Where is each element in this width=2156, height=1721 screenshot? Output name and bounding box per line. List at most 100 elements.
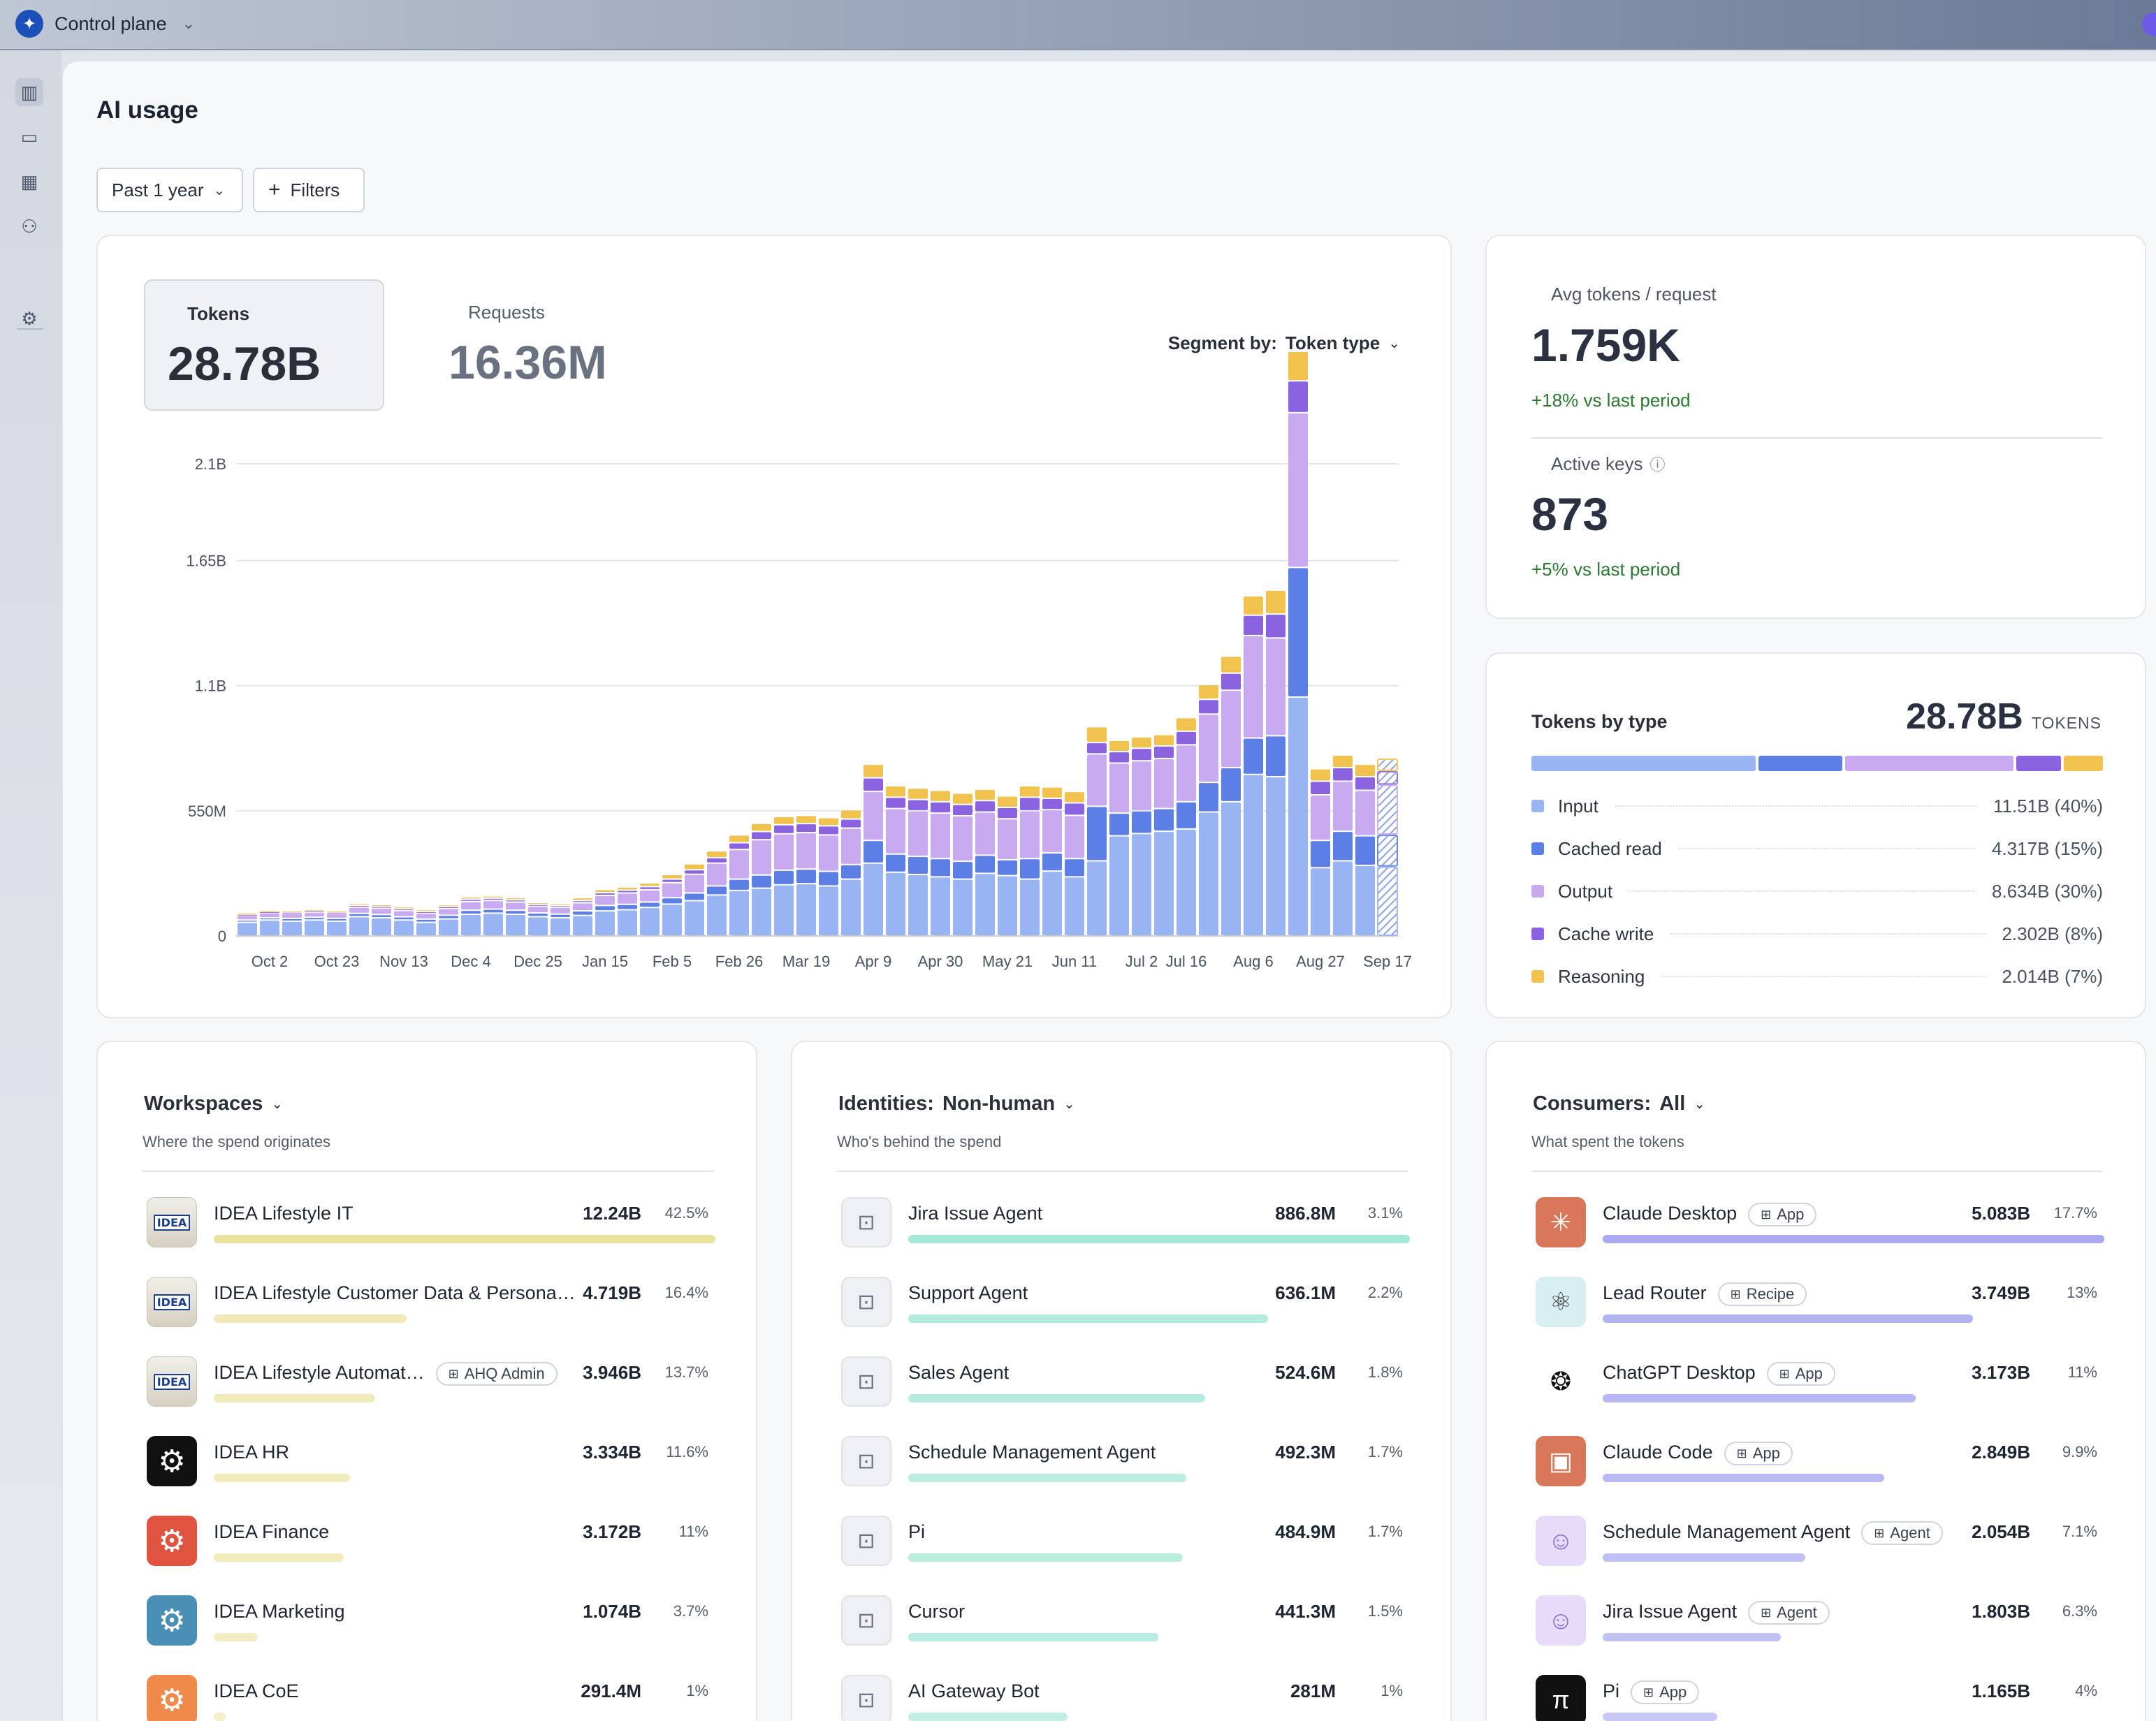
bar-segment-cache-write — [1311, 782, 1330, 795]
chevron-down-icon: ⌄ — [1694, 1097, 1706, 1112]
consumer-row[interactable]: π Pi ⊞ App 1.165B 4% — [1531, 1675, 2103, 1721]
legend-row: Cached read 4.317B (15%) — [1531, 835, 2103, 863]
consumer-share-bar — [1603, 1633, 1781, 1641]
consumer-percent: 11% — [2067, 1363, 2097, 1381]
date-range-select[interactable]: Past 1 year ⌄ — [96, 168, 243, 212]
y-tick-label: 550M — [188, 803, 226, 820]
bar-segment-cache-write — [506, 900, 525, 902]
bar-segment-reasoning — [506, 898, 525, 900]
gear-icon: ⚙ — [147, 1595, 197, 1646]
consumer-row[interactable]: ⚛ Lead Router ⊞ Recipe 3.749B 13% — [1531, 1277, 2103, 1347]
workspace-row[interactable]: ⚙ IDEA CoE 291.4M 1% — [143, 1675, 714, 1721]
consumers-header[interactable]: Consumers: All ⌄ — [1533, 1092, 1705, 1115]
workspaces-header[interactable]: Workspaces ⌄ — [144, 1092, 283, 1115]
bar-segment-input — [1333, 861, 1353, 935]
workspace-row[interactable]: IDEA IDEA Lifestyle Customer Data & Perso… — [143, 1277, 714, 1347]
workspace-name: IDEA Lifestyle Automat… ⊞ AHQ Admin — [214, 1362, 558, 1386]
bar-segment-output — [327, 914, 347, 918]
bot-icon: ⊡ — [841, 1277, 891, 1327]
identity-row[interactable]: ⊡ Cursor 441.3M 1.5% — [837, 1595, 1408, 1665]
book-icon[interactable]: ▭ — [20, 126, 38, 147]
bar-segment-cache-write — [1065, 803, 1084, 815]
legend-name: Input — [1558, 795, 1598, 816]
bar-segment-reasoning — [886, 786, 905, 797]
info-icon[interactable]: ⓘ — [1649, 456, 1666, 474]
type-badge-label: Agent — [1890, 1524, 1930, 1541]
consumer-row[interactable]: ☺ Jira Issue Agent ⊞ Agent 1.803B 6.3% — [1531, 1595, 2103, 1665]
workspace-share-bar — [214, 1553, 344, 1562]
analytics-icon[interactable]: ▥ — [15, 78, 43, 106]
identity-row[interactable]: ⊡ Schedule Management Agent 492.3M 1.7% — [837, 1436, 1408, 1506]
x-tick-label: Jul 16 — [1166, 953, 1207, 970]
tokens-metric-tab[interactable]: Tokens 28.78B — [144, 279, 384, 411]
bar-segment-input — [1221, 802, 1241, 935]
consumer-row[interactable]: ☺ Schedule Management Agent ⊞ Agent 2.054B 7.… — [1531, 1516, 2103, 1585]
workspace-row[interactable]: ⚙ IDEA Finance 3.172B 11% — [143, 1516, 714, 1585]
legend-swatch — [1531, 885, 1544, 898]
workspace-row[interactable]: IDEA IDEA Lifestyle Automat… ⊞ AHQ Admin 3.9… — [143, 1356, 714, 1426]
claude-icon: ✳ — [1536, 1197, 1586, 1247]
bar-segment-cached-read — [595, 906, 615, 911]
workspace-share-bar — [214, 1235, 715, 1243]
consumer-row[interactable]: ▣ Claude Code ⊞ App 2.849B 9.9% — [1531, 1436, 2103, 1506]
identity-share-bar — [908, 1235, 1410, 1243]
bar-segment-cached-read — [551, 914, 570, 917]
workspace-row[interactable]: ⚙ IDEA HR 3.334B 11.6% — [143, 1436, 714, 1506]
y-tick-label: 2.1B — [195, 455, 226, 473]
bar-segment-input — [260, 921, 279, 935]
bar-segment-cached-read — [685, 893, 704, 900]
workspace-row[interactable]: ⚙ IDEA Marketing 1.074B 3.7% — [143, 1595, 714, 1665]
user-avatar[interactable] — [2142, 13, 2156, 36]
bar-segment-output — [282, 914, 302, 918]
bar-segment-cache-write — [1042, 798, 1062, 810]
settings-gear-icon[interactable]: ⚙ — [21, 307, 38, 329]
identity-percent: 2.2% — [1367, 1284, 1403, 1301]
identity-row[interactable]: ⊡ AI Gateway Bot 281M 1% — [837, 1675, 1408, 1721]
requests-metric-tab[interactable]: Requests 16.36M — [426, 279, 667, 411]
workspace-row[interactable]: IDEA IDEA Lifestyle IT 12.24B 42.5% — [143, 1197, 715, 1267]
type-badge: ⊞ Agent — [1748, 1601, 1830, 1625]
consumer-name: Pi ⊞ App — [1603, 1680, 1700, 1704]
bar-segment-cached-read — [461, 911, 481, 914]
bar-segment-reasoning — [707, 851, 727, 857]
bar-segment-output — [886, 809, 905, 854]
consumer-name: ChatGPT Desktop ⊞ App — [1603, 1362, 1835, 1386]
workspace-percent: 3.7% — [673, 1602, 708, 1620]
workspace-value: 12.24B — [583, 1203, 641, 1224]
apps-grid-icon[interactable]: ▦ — [20, 170, 38, 192]
consumers-subtitle: What spent the tokens — [1531, 1133, 1684, 1150]
bar-segment-cached-read — [1042, 854, 1062, 871]
bar-segment-output — [1355, 791, 1375, 835]
bar-segment-cached-read — [1154, 809, 1174, 831]
bar-segment-cache-write — [551, 906, 570, 907]
users-icon[interactable]: ⚇ — [21, 215, 38, 237]
type-badge-label: App — [1777, 1206, 1805, 1223]
bar-segment-input — [327, 921, 347, 935]
identity-value: 636.1M — [1275, 1282, 1336, 1303]
consumer-row[interactable]: ❂ ChatGPT Desktop ⊞ App 3.173B 11% — [1531, 1356, 2103, 1426]
atom-icon: ⚛ — [1536, 1277, 1586, 1327]
identity-name: Pi — [908, 1521, 925, 1543]
bar-segment-input — [998, 876, 1017, 935]
type-badge-label: App — [1795, 1365, 1823, 1382]
identity-row[interactable]: ⊡ Sales Agent 524.6M 1.8% — [837, 1356, 1408, 1426]
bar-segment-cached-read — [528, 914, 548, 916]
bar-segment-cache-write — [595, 893, 615, 895]
identities-header[interactable]: Identities: Non-human ⌄ — [838, 1092, 1075, 1115]
workspace-switcher[interactable]: ✦ Control plane ⌄ — [15, 10, 195, 38]
bar-segment-cache-write — [662, 879, 682, 882]
bar-segment-cached-read — [1199, 783, 1218, 812]
bar-segment-cache-write — [640, 887, 660, 889]
filters-button[interactable]: + Filters — [253, 168, 365, 212]
segment-value: Token type — [1285, 332, 1381, 353]
bar-segment-cache-write — [528, 905, 548, 906]
bar-segment-cache-write — [416, 911, 436, 913]
identity-row[interactable]: ⊡ Support Agent 636.1M 2.2% — [837, 1277, 1408, 1347]
identity-row[interactable]: ⊡ Jira Issue Agent 886.8M 3.1% — [837, 1197, 1410, 1267]
consumer-row[interactable]: ✳ Claude Desktop ⊞ App 5.083B 17.7% — [1531, 1197, 2104, 1267]
identity-row[interactable]: ⊡ Pi 484.9M 1.7% — [837, 1516, 1408, 1585]
workspace-percent: 13.7% — [664, 1363, 708, 1381]
legend-swatch — [1531, 842, 1544, 855]
segment-by-select[interactable]: Segment by: Token type ⌄ — [1168, 332, 1400, 354]
bar-segment-cache-write — [372, 907, 391, 908]
